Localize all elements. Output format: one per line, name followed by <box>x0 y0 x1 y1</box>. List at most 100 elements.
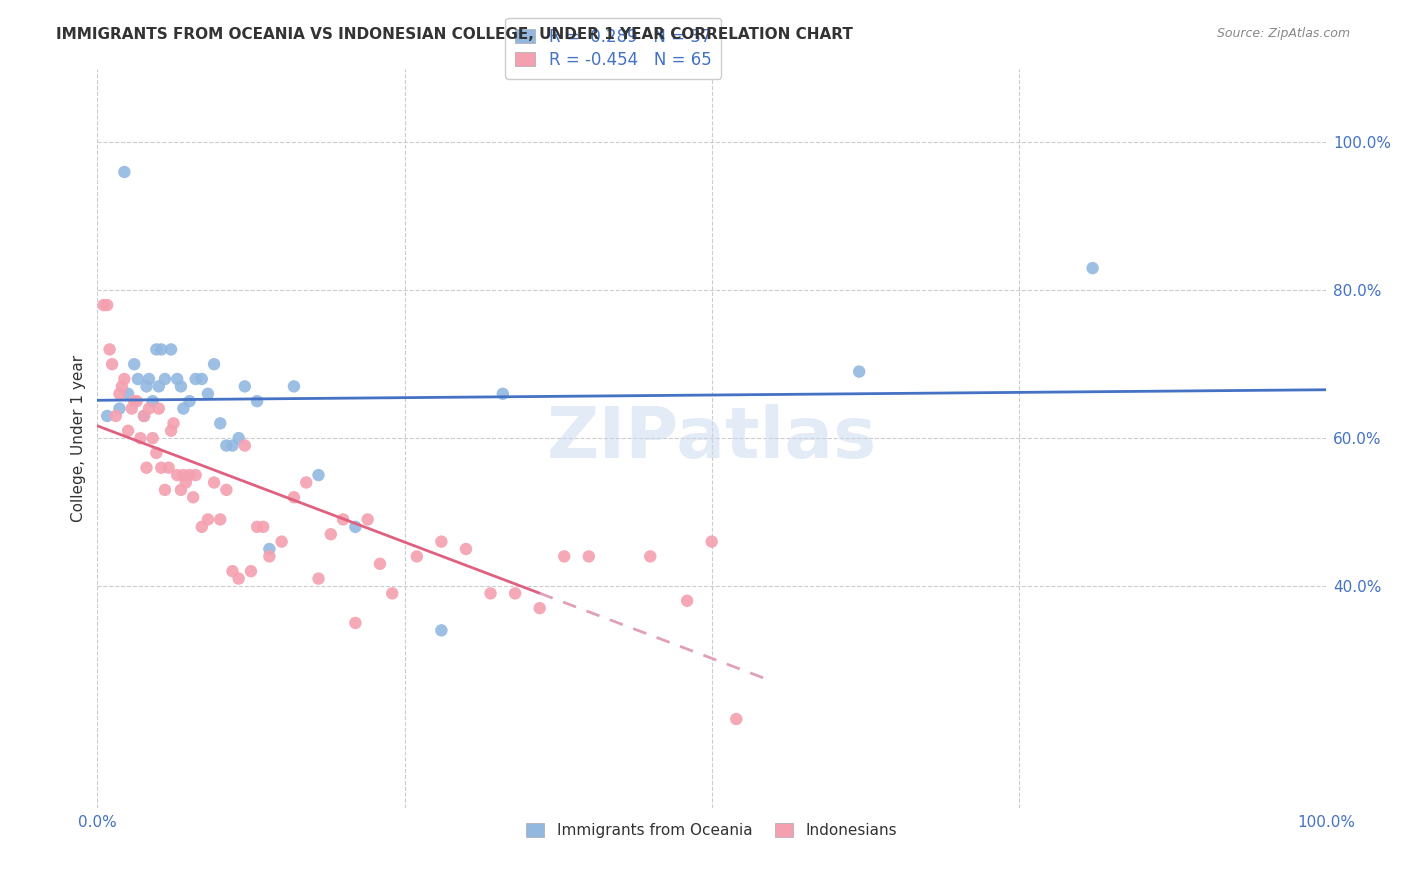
Point <box>111 379 134 393</box>
Point <box>172 468 194 483</box>
Point <box>135 460 157 475</box>
Text: ZIPatlas: ZIPatlas <box>547 404 877 473</box>
Text: IMMIGRANTS FROM OCEANIA VS INDONESIAN COLLEGE, UNDER 1 YEAR CORRELATION CHART: IMMIGRANTS FROM OCEANIA VS INDONESIAN CO… <box>56 27 853 42</box>
Point <box>295 475 318 490</box>
Point <box>135 379 157 393</box>
Point <box>430 534 453 549</box>
Point <box>174 475 197 490</box>
Y-axis label: College, Under 1 year: College, Under 1 year <box>72 355 86 522</box>
Point <box>122 394 145 409</box>
Point <box>197 386 219 401</box>
Point <box>172 401 194 416</box>
Point <box>725 712 748 726</box>
Point <box>228 572 250 586</box>
Point <box>283 490 305 504</box>
Point <box>127 372 149 386</box>
Point <box>162 417 184 431</box>
Point <box>117 424 139 438</box>
Point <box>215 483 238 497</box>
Point <box>179 468 201 483</box>
Point <box>332 512 354 526</box>
Point <box>148 401 170 416</box>
Point <box>179 394 201 409</box>
Point <box>104 409 127 423</box>
Point <box>259 541 281 556</box>
Point <box>108 401 131 416</box>
Point <box>153 372 176 386</box>
Point <box>246 394 269 409</box>
Point <box>221 438 243 452</box>
Point <box>221 564 243 578</box>
Point <box>93 298 115 312</box>
Legend: Immigrants from Oceania, Indonesians: Immigrants from Oceania, Indonesians <box>520 817 904 845</box>
Point <box>170 483 193 497</box>
Point <box>848 365 870 379</box>
Point <box>138 401 160 416</box>
Point <box>160 424 183 438</box>
Point <box>145 343 167 357</box>
Point <box>166 372 188 386</box>
Point <box>308 572 330 586</box>
Point <box>344 615 367 630</box>
Point <box>181 490 204 504</box>
Point <box>98 343 121 357</box>
Point <box>142 394 165 409</box>
Point <box>191 372 214 386</box>
Point <box>148 379 170 393</box>
Point <box>308 468 330 483</box>
Point <box>553 549 575 564</box>
Point <box>166 468 188 483</box>
Point <box>246 520 269 534</box>
Point <box>344 520 367 534</box>
Point <box>142 431 165 445</box>
Point <box>197 512 219 526</box>
Point <box>252 520 274 534</box>
Point <box>202 475 225 490</box>
Point <box>184 372 207 386</box>
Point <box>233 379 256 393</box>
Point <box>209 417 232 431</box>
Point <box>191 520 214 534</box>
Point <box>233 438 256 452</box>
Point <box>700 534 723 549</box>
Point <box>209 512 232 526</box>
Point <box>228 431 250 445</box>
Point <box>405 549 427 564</box>
Point <box>170 379 193 393</box>
Point <box>368 557 391 571</box>
Point <box>356 512 378 526</box>
Point <box>121 401 143 416</box>
Point <box>153 483 176 497</box>
Point <box>381 586 404 600</box>
Point <box>132 409 155 423</box>
Text: Source: ZipAtlas.com: Source: ZipAtlas.com <box>1216 27 1350 40</box>
Point <box>122 357 145 371</box>
Point <box>578 549 600 564</box>
Point <box>638 549 661 564</box>
Point <box>132 409 155 423</box>
Point <box>270 534 292 549</box>
Point <box>150 460 173 475</box>
Point <box>1081 261 1104 276</box>
Point <box>117 386 139 401</box>
Point <box>138 372 160 386</box>
Point <box>239 564 262 578</box>
Point <box>319 527 342 541</box>
Point <box>529 601 551 615</box>
Point <box>96 298 118 312</box>
Point <box>259 549 281 564</box>
Point <box>492 386 515 401</box>
Point <box>112 372 135 386</box>
Point <box>108 386 131 401</box>
Point <box>184 468 207 483</box>
Point <box>215 438 238 452</box>
Point <box>101 357 124 371</box>
Point <box>112 165 135 179</box>
Point <box>283 379 305 393</box>
Point <box>160 343 183 357</box>
Point <box>157 460 180 475</box>
Point <box>125 394 148 409</box>
Point <box>454 541 477 556</box>
Point <box>430 624 453 638</box>
Point <box>145 446 167 460</box>
